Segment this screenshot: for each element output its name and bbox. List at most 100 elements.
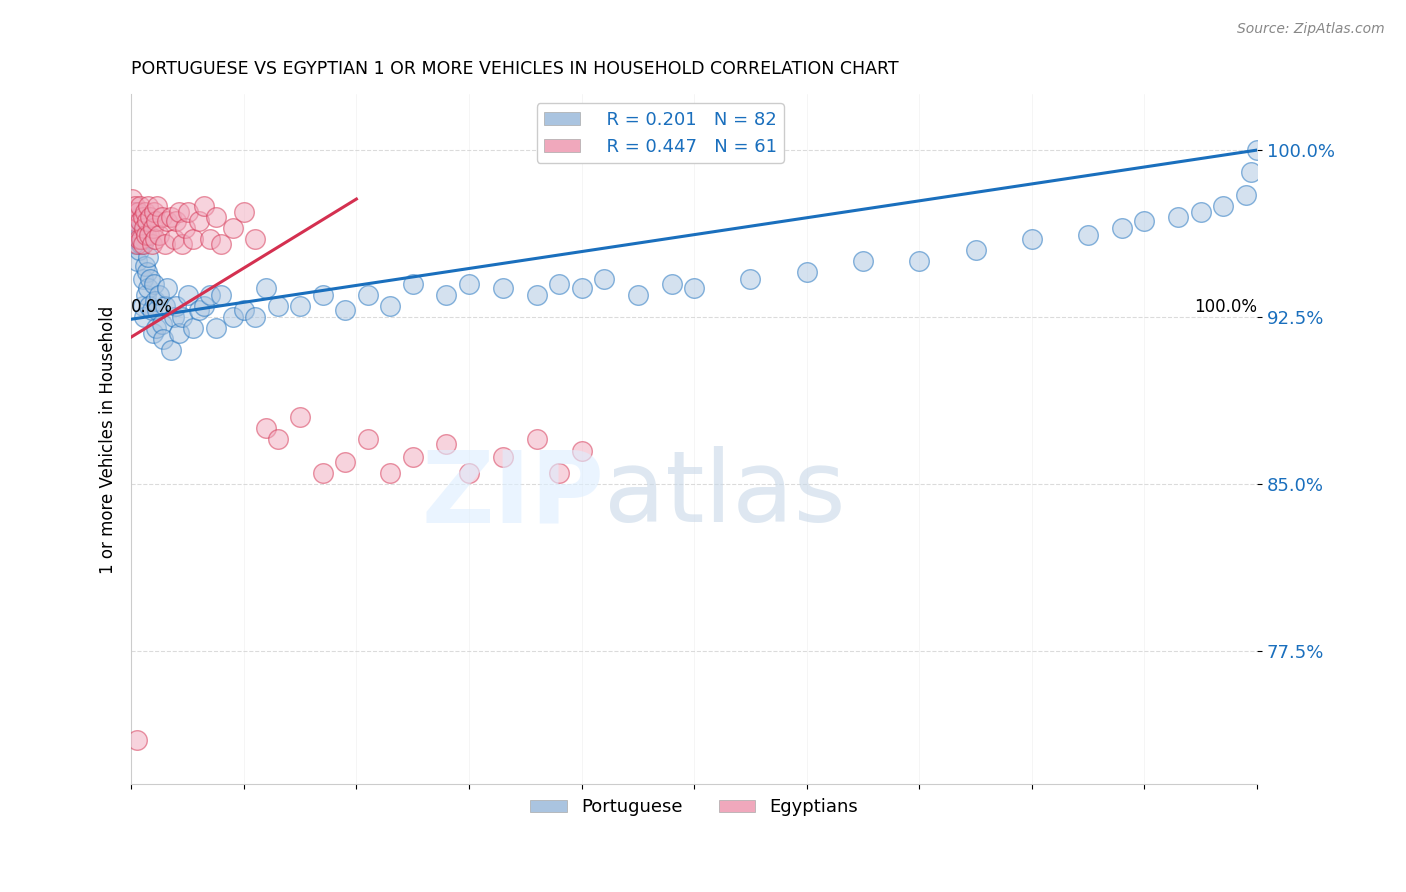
Point [124,236,146,251]
Point [156,214,179,228]
Point [627,287,650,301]
Point [145,321,167,335]
Point [232,303,254,318]
Point [142,205,165,219]
Text: 0.0%: 0.0% [131,298,173,316]
Point [796,265,818,279]
Point [136,265,159,279]
Point [127,205,149,219]
Point [131,272,153,286]
Point [148,287,170,301]
Point [548,466,571,480]
Point [181,321,204,335]
Point [132,310,155,324]
Point [1246,143,1268,157]
Point [150,317,173,331]
Point [156,281,179,295]
Point [131,236,153,251]
Point [129,199,152,213]
Point [288,410,311,425]
Point [170,310,193,324]
Point [198,287,221,301]
Point [136,199,159,213]
Point [1212,199,1234,213]
Text: 100.0%: 100.0% [1194,298,1257,316]
Point [127,221,149,235]
Point [128,232,150,246]
Point [131,299,153,313]
Point [136,250,159,264]
Point [165,214,187,228]
Legend: Portuguese, Egyptians: Portuguese, Egyptians [523,791,865,823]
Point [132,221,155,235]
Point [174,221,197,235]
Text: PORTUGUESE VS EGYPTIAN 1 OR MORE VEHICLES IN HOUSEHOLD CORRELATION CHART: PORTUGUESE VS EGYPTIAN 1 OR MORE VEHICLE… [131,60,898,78]
Point [193,299,215,313]
Point [254,421,277,435]
Point [683,281,706,295]
Point [125,254,148,268]
Point [661,277,683,291]
Point [402,277,425,291]
Point [138,299,160,313]
Point [380,299,402,313]
Point [1167,210,1189,224]
Point [187,303,209,318]
Point [356,433,378,447]
Point [356,287,378,301]
Point [125,221,148,235]
Point [146,199,169,213]
Point [145,214,167,228]
Point [181,232,204,246]
Point [243,310,266,324]
Point [122,221,145,235]
Point [143,232,166,246]
Point [167,205,190,219]
Point [139,210,162,224]
Point [124,199,146,213]
Point [266,433,288,447]
Point [124,205,146,219]
Text: Source: ZipAtlas.com: Source: ZipAtlas.com [1237,22,1385,37]
Point [908,254,931,268]
Point [138,227,160,242]
Point [136,281,159,295]
Point [125,236,148,251]
Text: ZIP: ZIP [422,446,605,543]
Point [1189,205,1212,219]
Point [1021,232,1043,246]
Point [134,232,156,246]
Point [141,236,163,251]
Point [176,205,198,219]
Point [135,227,157,242]
Point [128,210,150,224]
Point [139,272,162,286]
Point [121,210,143,224]
Point [204,210,226,224]
Point [571,443,593,458]
Point [740,272,762,286]
Point [311,466,333,480]
Point [124,214,146,228]
Point [134,205,156,219]
Point [1234,187,1257,202]
Point [159,210,181,224]
Point [526,287,548,301]
Point [204,321,226,335]
Text: atlas: atlas [605,446,845,543]
Point [153,236,176,251]
Point [193,199,215,213]
Point [548,277,571,291]
Point [311,287,333,301]
Point [187,214,209,228]
Point [852,254,875,268]
Point [458,466,481,480]
Point [1240,165,1263,179]
Point [142,221,165,235]
Point [165,299,187,313]
Point [142,326,165,340]
Point [152,332,174,346]
Point [436,287,458,301]
Point [163,310,186,324]
Point [402,450,425,465]
